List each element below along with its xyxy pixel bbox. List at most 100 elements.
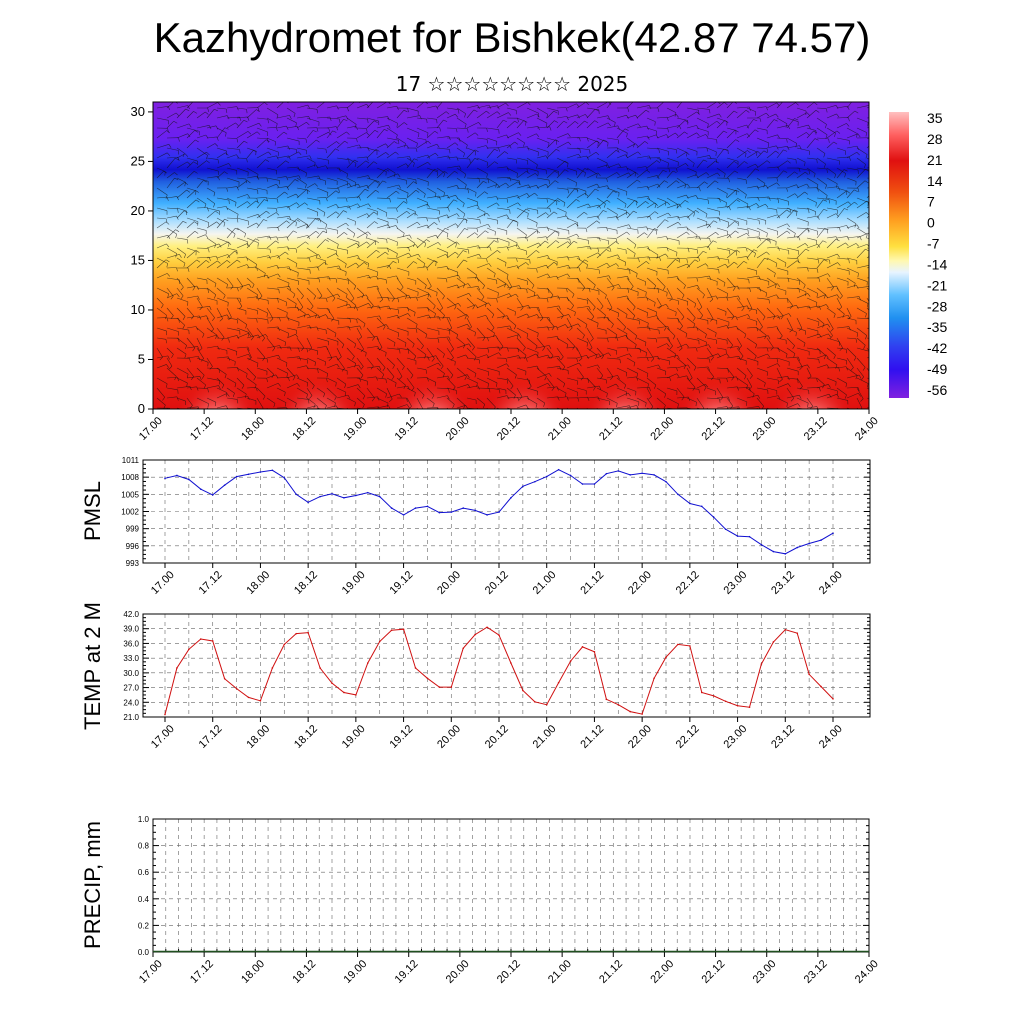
wind-barb xyxy=(296,287,304,296)
wind-barb xyxy=(236,332,249,339)
wind-barb xyxy=(816,377,825,385)
wind-barb-flag xyxy=(535,345,538,350)
wind-barb-flag xyxy=(477,204,480,209)
wind-barb-flag xyxy=(308,347,312,351)
wind-barb-flag xyxy=(388,398,393,402)
wind-barb xyxy=(556,120,564,129)
wind-barb-flag xyxy=(464,174,467,179)
wind-barb-flag xyxy=(351,298,355,302)
wind-barb-flag xyxy=(463,213,466,218)
wind-barb xyxy=(476,377,489,384)
wind-barb-flag xyxy=(396,207,398,212)
wind-barb-flag xyxy=(833,141,838,145)
wind-barb-flag xyxy=(874,190,878,192)
wind-barb xyxy=(596,185,608,189)
wind-barb xyxy=(456,147,465,154)
wind-barb xyxy=(616,327,628,334)
wind-barb-flag xyxy=(307,104,311,109)
wind-barb xyxy=(676,226,687,229)
wind-barb xyxy=(746,387,755,395)
wind-barb-flag xyxy=(723,173,726,178)
wind-barb xyxy=(266,117,278,124)
wind-barb-flag xyxy=(306,394,308,399)
wind-barb-flag xyxy=(353,414,355,418)
wind-barb xyxy=(716,347,727,350)
data-point xyxy=(259,700,262,702)
wind-barb xyxy=(816,273,828,279)
wind-barb xyxy=(636,397,647,404)
wind-barb xyxy=(446,185,457,189)
wind-barb xyxy=(416,287,429,294)
y-tick-label: 36.0 xyxy=(123,639,139,648)
wind-barb-flag xyxy=(846,190,851,194)
wind-barb-flag xyxy=(197,295,200,300)
time-tick-label: 24.00 xyxy=(817,723,845,751)
wind-barb-flag xyxy=(702,294,705,299)
wind-barb xyxy=(626,179,638,189)
wind-barb-flag xyxy=(695,171,697,176)
wind-barb xyxy=(206,260,218,269)
wind-barb-flag xyxy=(645,201,649,205)
wind-barb-flag xyxy=(189,358,191,363)
wind-barb-flag xyxy=(447,207,450,212)
wind-barb xyxy=(526,113,538,119)
wind-barb-flag xyxy=(213,294,217,299)
wind-barb-flag xyxy=(556,148,560,152)
wind-barb xyxy=(566,147,580,150)
wind-barb xyxy=(746,297,753,309)
wind-barb-flag xyxy=(544,376,547,381)
wind-barb xyxy=(566,188,575,199)
wind-barb xyxy=(406,327,417,330)
colorbar-label: 0 xyxy=(927,215,935,231)
wind-barb xyxy=(826,213,837,219)
wind-barb-flag xyxy=(647,323,649,328)
wind-barb-flag xyxy=(395,134,398,139)
wind-barb xyxy=(736,357,747,362)
wind-barb-flag xyxy=(425,334,428,339)
wind-barb xyxy=(546,336,558,339)
wind-barb xyxy=(336,297,348,303)
wind-barb-flag xyxy=(337,244,339,249)
wind-barb xyxy=(666,257,680,260)
wind-barb-flag xyxy=(536,268,538,273)
wind-barb xyxy=(836,307,845,315)
wind-barb xyxy=(646,267,658,272)
data-point xyxy=(557,681,560,684)
wind-barb-flag xyxy=(454,170,458,174)
wind-barb xyxy=(686,307,696,319)
data-point xyxy=(366,491,369,494)
wind-barb xyxy=(276,186,288,189)
wind-barb xyxy=(766,166,779,169)
wind-barb-flag xyxy=(775,263,778,268)
wind-barb-flag xyxy=(645,352,647,357)
wind-barb-flag xyxy=(285,362,288,367)
wind-barb-flag xyxy=(753,119,758,122)
time-tick-label: 22.12 xyxy=(674,569,702,597)
wind-barb-flag xyxy=(785,353,788,358)
wind-barb-flag xyxy=(678,203,682,208)
wind-barb xyxy=(446,107,459,110)
wind-barb-flag xyxy=(664,219,669,222)
wind-barb-flag xyxy=(296,374,300,379)
wind-barb-flag xyxy=(648,326,651,331)
wind-barb xyxy=(616,295,628,299)
wind-barb xyxy=(746,307,757,311)
wind-barb xyxy=(656,326,668,329)
wind-barb-flag xyxy=(404,342,407,347)
wind-barb xyxy=(426,347,435,359)
wind-barb xyxy=(746,197,759,199)
wind-barb xyxy=(556,215,567,219)
wind-barb-flag xyxy=(677,216,681,221)
wind-barb xyxy=(386,184,399,189)
wind-barb-flag xyxy=(787,383,791,387)
wind-barb-flag xyxy=(387,402,389,408)
wind-barb-flag xyxy=(778,347,780,352)
wind-barb xyxy=(636,326,649,329)
wind-barb-flag xyxy=(803,342,806,347)
wind-barb-flag xyxy=(736,376,739,381)
wind-barb xyxy=(406,367,414,376)
wind-barb xyxy=(206,357,213,367)
wind-barb xyxy=(516,137,525,144)
wind-barb-flag xyxy=(676,373,680,378)
time-tick-label: 20.00 xyxy=(435,723,463,751)
